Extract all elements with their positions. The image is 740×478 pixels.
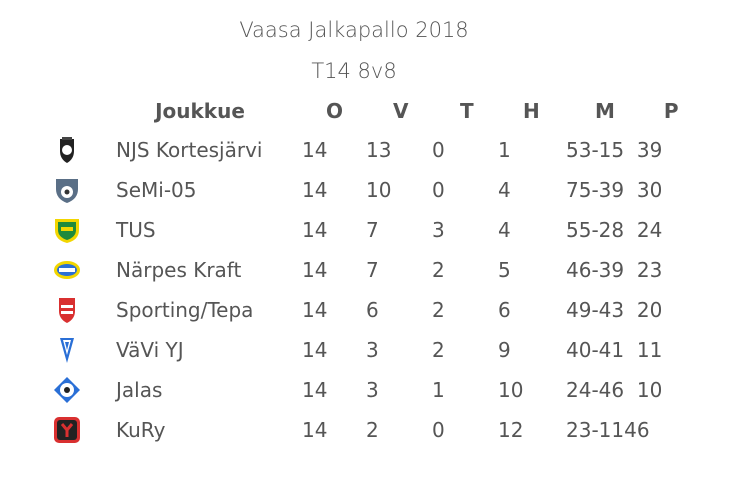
losses-cell: 5 (498, 258, 511, 282)
losses-cell: 9 (498, 338, 511, 362)
team-logo-cell (46, 410, 116, 450)
narpes-kraft-logo (54, 261, 80, 279)
header-played[interactable]: O (326, 99, 344, 123)
header-draws[interactable]: T (460, 99, 474, 123)
page-title: Vaasa Jalkapallo 2018 (239, 18, 469, 42)
draws-cell: 0 (432, 418, 445, 442)
wins-cell: 13 (366, 138, 392, 162)
played-cell: 14 (302, 378, 328, 402)
table-row[interactable]: NJS Kortesjärvi 14 13 0 1 53-15 39 (46, 130, 679, 170)
played-cell: 14 (302, 218, 328, 242)
points-cell: 20 (636, 298, 663, 322)
wins-cell: 6 (366, 298, 379, 322)
team-logo-cell (46, 250, 116, 290)
points-cell: 10 (636, 378, 663, 402)
goals-cell: 75-39 (566, 178, 625, 202)
wins-cell: 10 (366, 178, 392, 202)
wins-cell: 7 (366, 258, 379, 282)
points-cell: 30 (636, 178, 663, 202)
standings-table: Joukkue O V T H M P NJS Kortesjärvi 14 1… (46, 92, 679, 450)
points-cell: 11 (636, 338, 663, 362)
draws-cell: 0 (432, 138, 445, 162)
losses-cell: 1 (498, 138, 511, 162)
semi-05-logo (56, 179, 78, 203)
table-row[interactable]: Närpes Kraft 14 7 2 5 46-39 23 (46, 250, 679, 290)
team-logo-cell (46, 130, 116, 170)
header-losses[interactable]: H (523, 99, 540, 123)
header-team[interactable]: Joukkue (155, 99, 245, 123)
goals-cell: 46-39 (566, 258, 625, 282)
team-name[interactable]: Sporting/Tepa (116, 298, 254, 322)
table-row[interactable]: VäVi YJ 14 3 2 9 40-41 11 (46, 330, 679, 370)
table-row[interactable]: Jalas 14 3 1 10 24-46 10 (46, 370, 679, 410)
header-logo (46, 92, 116, 130)
team-name[interactable]: VäVi YJ (116, 338, 184, 362)
vavi-yj-logo (60, 338, 74, 363)
wins-cell: 7 (366, 218, 379, 242)
losses-cell: 4 (498, 178, 511, 202)
table-row[interactable]: TUS 14 7 3 4 55-28 24 (46, 210, 679, 250)
points-cell: 24 (636, 218, 663, 242)
draws-cell: 2 (432, 298, 445, 322)
tus-logo (55, 219, 79, 243)
draws-cell: 2 (432, 338, 445, 362)
jalas-logo (54, 377, 80, 403)
draws-cell: 1 (432, 378, 445, 402)
goals-cell: 40-41 (566, 338, 625, 362)
played-cell: 14 (302, 138, 328, 162)
points-cell: 6 (636, 418, 650, 442)
losses-cell: 6 (498, 298, 511, 322)
points-cell: 23 (636, 258, 663, 282)
team-logo-cell (46, 290, 116, 330)
losses-cell: 10 (498, 378, 524, 402)
draws-cell: 3 (432, 218, 445, 242)
played-cell: 14 (302, 298, 328, 322)
goals-cell: 23-114 (566, 418, 637, 442)
wins-cell: 3 (366, 378, 379, 402)
team-logo-cell (46, 330, 116, 370)
page-subtitle: T14 8v8 (311, 59, 397, 83)
team-logo-cell (46, 370, 116, 410)
points-cell: 39 (636, 138, 663, 162)
table-row[interactable]: SeMi-05 14 10 0 4 75-39 30 (46, 170, 679, 210)
header-goals[interactable]: M (595, 99, 615, 123)
played-cell: 14 (302, 418, 328, 442)
team-name[interactable]: SeMi-05 (116, 178, 197, 202)
losses-cell: 4 (498, 218, 511, 242)
team-name[interactable]: NJS Kortesjärvi (116, 138, 263, 162)
table-header-row: Joukkue O V T H M P (46, 92, 679, 130)
draws-cell: 0 (432, 178, 445, 202)
draws-cell: 2 (432, 258, 445, 282)
table-row[interactable]: KuRy 14 2 0 12 23-114 6 (46, 410, 679, 450)
goals-cell: 49-43 (566, 298, 625, 322)
goals-cell: 24-46 (566, 378, 625, 402)
played-cell: 14 (302, 178, 328, 202)
goals-cell: 53-15 (566, 138, 625, 162)
header-wins[interactable]: V (393, 99, 409, 123)
team-name[interactable]: TUS (116, 218, 156, 242)
played-cell: 14 (302, 258, 328, 282)
header-points[interactable]: P (663, 99, 679, 123)
sporting-tepa-logo (59, 298, 75, 323)
team-name[interactable]: KuRy (116, 418, 166, 442)
team-name[interactable]: Jalas (116, 378, 163, 402)
losses-cell: 12 (498, 418, 524, 442)
wins-cell: 2 (366, 418, 379, 442)
njs-kortesjarvi-logo (60, 137, 74, 163)
table-row[interactable]: Sporting/Tepa 14 6 2 6 49-43 20 (46, 290, 679, 330)
goals-cell: 55-28 (566, 218, 625, 242)
team-logo-cell (46, 210, 116, 250)
played-cell: 14 (302, 338, 328, 362)
wins-cell: 3 (366, 338, 379, 362)
team-name[interactable]: Närpes Kraft (116, 258, 242, 282)
kury-logo (54, 417, 80, 443)
team-logo-cell (46, 170, 116, 210)
